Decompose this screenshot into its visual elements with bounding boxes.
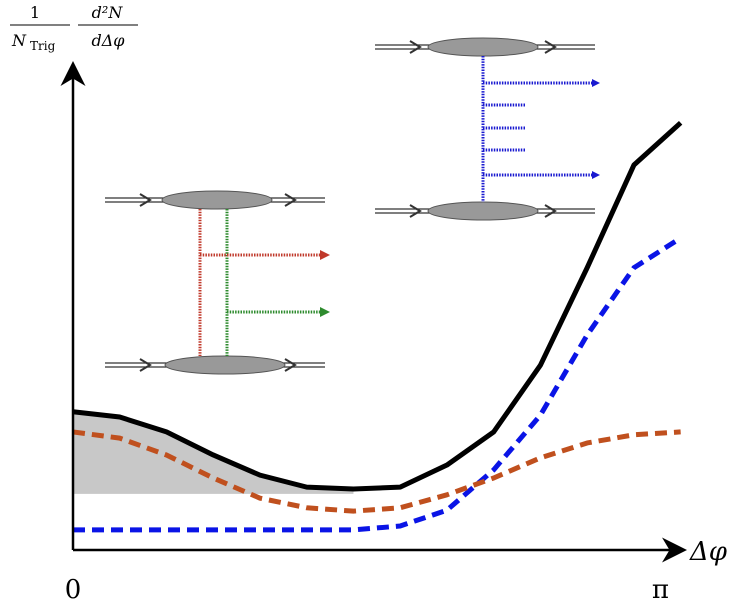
y-label-part: 1 xyxy=(30,3,40,22)
y-axis-label: 1 N Trig d²N dΔφ xyxy=(10,3,138,53)
x-tick-label: π xyxy=(652,575,669,605)
line-series xyxy=(73,235,682,533)
diagram-left xyxy=(105,190,330,375)
y-label-part: Trig xyxy=(30,39,56,53)
line-series xyxy=(72,429,681,514)
y-label-part: N xyxy=(11,31,27,50)
diagram-right xyxy=(375,37,600,221)
y-label-part: dΔφ xyxy=(92,31,126,50)
x-tick-label: 0 xyxy=(65,575,82,605)
line-series xyxy=(72,120,683,492)
x-axis-label: Δφ xyxy=(689,537,728,567)
shaded-area xyxy=(73,411,354,494)
y-label-part: d²N xyxy=(92,3,124,22)
